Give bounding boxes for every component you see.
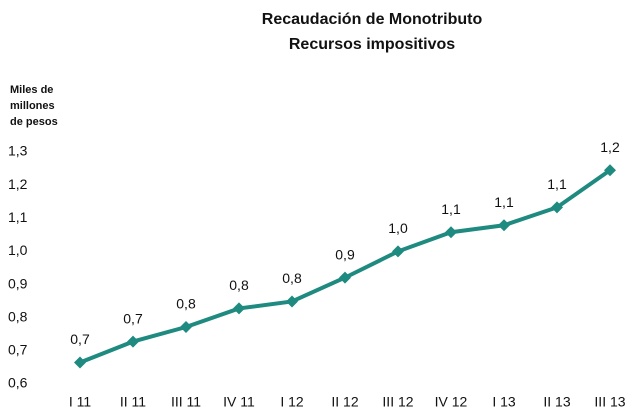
marker	[180, 320, 192, 333]
x-tick-label: II 11	[120, 394, 146, 410]
marker	[233, 302, 245, 315]
y-tick-label: 0,7	[8, 342, 28, 358]
line	[79, 168, 612, 365]
marker	[286, 295, 298, 308]
y-tick-label: 1,1	[8, 209, 28, 225]
marker	[498, 219, 510, 232]
x-tick-label: IV 11	[223, 394, 255, 410]
x-tick-label: I 12	[280, 394, 304, 410]
marker	[445, 226, 457, 239]
y-tick-label: 0,6	[8, 375, 28, 391]
y-axis-label: Miles de	[10, 84, 53, 96]
marker	[339, 271, 351, 284]
marker	[551, 201, 563, 214]
x-tick-label: III 13	[594, 394, 625, 410]
data-label: 1,1	[441, 201, 461, 217]
x-tick-label: II 12	[331, 394, 358, 410]
y-tick-label: 0,9	[8, 275, 28, 291]
y-tick-label: 1,3	[8, 143, 28, 159]
marker	[74, 356, 86, 369]
y-tick-label: 0,8	[8, 308, 28, 324]
data-label: 1,1	[547, 176, 567, 192]
marker	[604, 164, 616, 177]
x-tick-label: IV 12	[435, 394, 468, 410]
data-label: 0,7	[123, 310, 143, 326]
chart-title: Recaudación de Monotributo	[262, 11, 483, 28]
x-tick-label: I 13	[492, 394, 516, 410]
y-tick-label: 1,0	[8, 242, 28, 258]
data-label: 0,8	[282, 270, 302, 286]
x-tick-label: III 12	[382, 394, 413, 410]
y-axis-label: de pesos	[10, 116, 58, 128]
data-label: 0,9	[335, 246, 355, 262]
x-tick-label: III 11	[171, 394, 201, 410]
data-label: 0,8	[229, 277, 249, 293]
marker	[127, 335, 139, 348]
data-label: 1,2	[600, 139, 620, 155]
y-tick-label: 1,2	[8, 176, 28, 192]
data-label: 0,8	[176, 296, 196, 312]
x-tick-label: I 11	[69, 394, 92, 410]
marker	[392, 245, 404, 258]
data-label: 1,0	[388, 220, 408, 236]
data-label: 1,1	[494, 194, 514, 210]
x-tick-label: II 13	[543, 394, 570, 410]
chart-title: Recursos impositivos	[289, 36, 455, 53]
y-axis-label: millones	[10, 100, 55, 112]
data-label: 0,7	[70, 331, 90, 347]
